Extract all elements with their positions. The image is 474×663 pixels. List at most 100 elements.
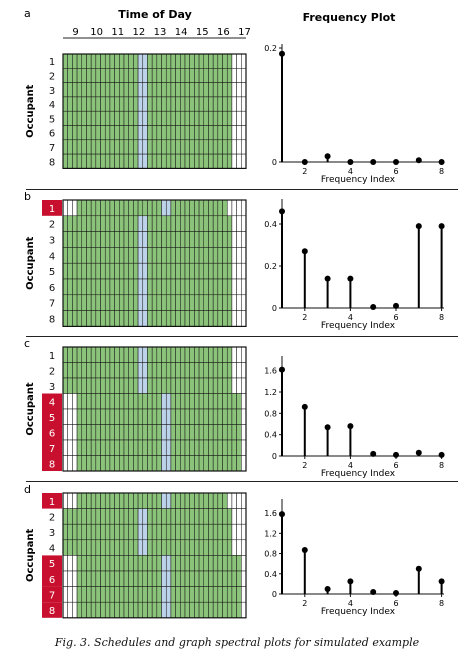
schedule-cell bbox=[231, 262, 237, 280]
schedule-cell bbox=[231, 408, 237, 425]
stem-marker bbox=[324, 424, 331, 431]
schedule-cell bbox=[67, 555, 73, 572]
schedule-cell bbox=[165, 570, 172, 587]
schedule-cell bbox=[156, 408, 162, 425]
occupant-highlight bbox=[42, 493, 62, 509]
schedule-cell bbox=[151, 139, 158, 155]
schedule-cell bbox=[156, 139, 162, 155]
schedule-cell bbox=[90, 439, 97, 456]
schedule-cell bbox=[231, 377, 237, 394]
schedule-cell bbox=[119, 362, 125, 379]
schedule-cell bbox=[137, 523, 144, 541]
schedule-cell bbox=[137, 555, 144, 572]
schedule-cell bbox=[137, 96, 144, 112]
schedule-cell bbox=[217, 310, 223, 327]
schedule-cell bbox=[198, 153, 205, 169]
schedule-cell bbox=[76, 199, 83, 217]
schedule-cell bbox=[156, 278, 162, 296]
schedule-cell bbox=[76, 82, 83, 98]
schedule-cell bbox=[161, 455, 167, 472]
occupant-label: 4 bbox=[49, 544, 55, 555]
schedule-cell bbox=[72, 362, 78, 379]
schedule-cell bbox=[62, 555, 68, 572]
schedule-cell bbox=[133, 215, 139, 232]
stem-marker bbox=[324, 275, 331, 282]
occupant-label: 6 bbox=[49, 129, 55, 140]
schedule-cell bbox=[198, 96, 205, 112]
x-tick-label: 6 bbox=[393, 461, 398, 470]
schedule-cell bbox=[104, 408, 111, 425]
schedule-cell bbox=[198, 278, 205, 296]
schedule-cell bbox=[81, 555, 87, 572]
schedule-cell bbox=[194, 96, 200, 112]
schedule-cell bbox=[198, 393, 205, 410]
schedule-cell bbox=[175, 539, 181, 556]
schedule-cell bbox=[72, 555, 78, 572]
schedule-cell bbox=[231, 110, 237, 126]
schedule-cell bbox=[156, 310, 162, 327]
schedule-cell bbox=[133, 262, 139, 280]
schedule-cell bbox=[189, 570, 195, 587]
schedule-cell bbox=[95, 96, 101, 112]
schedule-cell bbox=[217, 362, 223, 379]
schedule-cell bbox=[67, 294, 73, 311]
schedule-cell bbox=[189, 455, 195, 472]
schedule-cell bbox=[109, 377, 115, 394]
schedule-cell bbox=[151, 125, 158, 141]
schedule-cell bbox=[147, 153, 153, 169]
schedule-cell bbox=[147, 310, 153, 327]
schedule-cell bbox=[86, 570, 92, 587]
schedule-cell bbox=[86, 139, 92, 155]
schedule-cell bbox=[180, 125, 186, 141]
schedule-cell bbox=[62, 139, 68, 155]
schedule-cell bbox=[180, 601, 186, 619]
schedule-cell bbox=[189, 247, 195, 264]
schedule-cell bbox=[222, 310, 228, 327]
occupant-label: 4 bbox=[49, 100, 55, 111]
schedule-cell bbox=[203, 439, 209, 456]
schedule-cell bbox=[161, 377, 167, 394]
schedule-cell bbox=[62, 523, 68, 541]
y-tick-label: 0.8 bbox=[264, 550, 277, 559]
schedule-cell bbox=[208, 247, 214, 264]
schedule-cell bbox=[184, 96, 190, 112]
stem-marker bbox=[324, 153, 331, 160]
schedule-cell bbox=[212, 294, 219, 311]
schedule-cell bbox=[114, 523, 120, 541]
schedule-cell bbox=[114, 393, 120, 410]
schedule-cell bbox=[236, 523, 242, 541]
schedule-cell bbox=[76, 377, 83, 394]
schedule-cell bbox=[236, 555, 242, 572]
schedule-cell bbox=[133, 424, 139, 441]
hour-tick-label: 12 bbox=[133, 27, 146, 38]
schedule-cell bbox=[62, 247, 68, 264]
schedule-cell bbox=[142, 492, 148, 509]
schedule-cell bbox=[194, 424, 200, 441]
schedule-cell bbox=[222, 523, 228, 541]
schedule-cell bbox=[137, 424, 144, 441]
schedule-cell bbox=[133, 377, 139, 394]
hour-tick-label: 14 bbox=[175, 27, 188, 38]
schedule-cell bbox=[76, 555, 83, 572]
schedule-cell bbox=[212, 377, 219, 394]
schedule-cell bbox=[62, 377, 68, 394]
schedule-cell bbox=[109, 153, 115, 169]
schedule-cell bbox=[133, 125, 139, 141]
schedule-cell bbox=[95, 139, 101, 155]
schedule-cell bbox=[86, 231, 92, 248]
occupant-axis-label: Occupant bbox=[25, 529, 36, 583]
schedule-cell bbox=[104, 424, 111, 441]
schedule-cell bbox=[180, 508, 186, 525]
schedule-cell bbox=[62, 125, 68, 141]
schedule-cell bbox=[231, 455, 237, 472]
schedule-cell bbox=[180, 262, 186, 280]
schedule-cell bbox=[208, 262, 214, 280]
schedule-cell bbox=[226, 523, 233, 541]
schedule-cell bbox=[165, 199, 172, 217]
schedule-cell bbox=[67, 439, 73, 456]
schedule-cell bbox=[62, 53, 68, 69]
schedule-cell bbox=[241, 424, 247, 441]
stem-marker bbox=[393, 302, 399, 309]
panel-letter: a bbox=[24, 7, 31, 20]
